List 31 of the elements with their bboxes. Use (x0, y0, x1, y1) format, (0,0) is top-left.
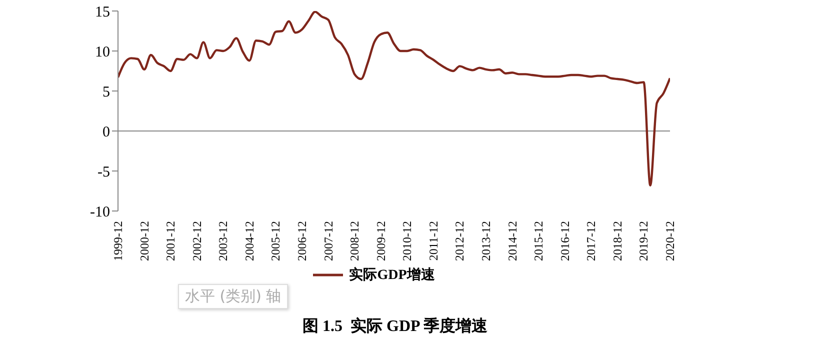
x-tick-label: 2011-12 (426, 221, 440, 261)
x-tick-label: 2014-12 (505, 221, 520, 261)
x-tick-label: 1999-12 (111, 221, 125, 261)
x-tick-label: 2017-12 (584, 221, 598, 261)
x-tick-label: 2016-12 (558, 221, 572, 261)
x-tick-label: 2002-12 (190, 221, 204, 261)
legend-label: 实际GDP增速 (349, 266, 435, 284)
x-tick-label: 2006-12 (295, 221, 309, 261)
x-tick-label: 2013-12 (479, 221, 493, 261)
x-tick-label: 2004-12 (242, 221, 256, 261)
x-tick-label: 2010-12 (400, 221, 414, 261)
y-tick-label: 5 (102, 84, 110, 100)
x-tick-label: 2007-12 (321, 221, 336, 261)
x-tick-label: 2018-12 (610, 221, 624, 261)
x-tick-label: 2009-12 (374, 221, 388, 261)
x-tick-label: 2005-12 (268, 221, 283, 261)
x-tick-label: 2019-12 (636, 221, 651, 261)
x-tick-label: 2012-12 (452, 221, 467, 261)
y-tick-label: 10 (95, 44, 110, 60)
y-tick-label: -5 (98, 164, 110, 180)
x-tick-label: 2000-12 (137, 221, 152, 261)
text: 水平 (类别) 轴 (178, 284, 288, 309)
y-tick-label: 15 (95, 4, 110, 20)
x-tick-label: 2001-12 (164, 221, 178, 261)
x-tick-label: 2015-12 (532, 221, 546, 261)
x-tick-label: 2003-12 (216, 221, 230, 261)
x-tick-label: 2008-12 (348, 221, 362, 261)
text: 图 1.5 实际 GDP 季度增速 (302, 316, 488, 337)
y-tick-label: 0 (102, 124, 110, 140)
x-tick-label: 2020-12 (663, 221, 677, 261)
y-tick-label: -10 (90, 204, 110, 220)
